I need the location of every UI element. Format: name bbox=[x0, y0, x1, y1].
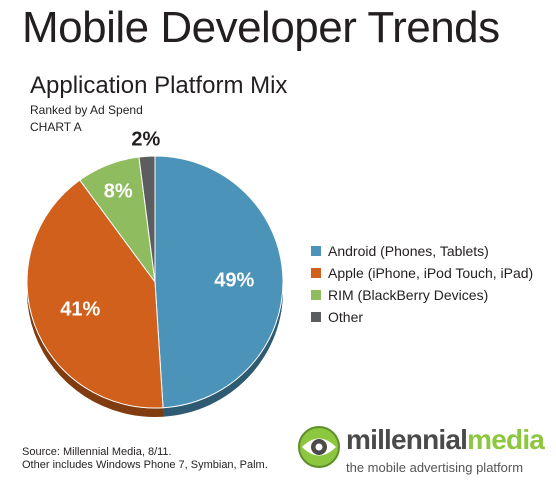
legend-label: Apple (iPhone, iPod Touch, iPad) bbox=[328, 265, 534, 281]
source-line: Source: Millennial Media, 8/11. bbox=[22, 446, 172, 458]
legend: Android (Phones, Tablets) Apple (iPhone, … bbox=[311, 240, 533, 328]
logo-word-millennial: millennial bbox=[346, 424, 468, 455]
millennial-media-logo: millennialmedia the mobile advertising p… bbox=[296, 422, 550, 486]
pie-slice-other bbox=[138, 155, 156, 283]
logo-tagline: the mobile advertising platform bbox=[346, 460, 524, 475]
data-label: 49% bbox=[214, 270, 254, 292]
logo-wordmark: millennialmedia bbox=[346, 424, 545, 455]
logo-word-media: media bbox=[467, 424, 545, 455]
legend-item: Apple (iPhone, iPod Touch, iPad) bbox=[311, 262, 533, 284]
pie-data-labels: 49% 41% 8% 2% bbox=[60, 129, 254, 321]
legend-item: RIM (BlackBerry Devices) bbox=[311, 284, 533, 306]
pie-slices bbox=[26, 155, 284, 409]
legend-swatch bbox=[311, 246, 321, 256]
data-label: 8% bbox=[104, 181, 133, 203]
legend-swatch bbox=[311, 268, 321, 278]
legend-label: RIM (BlackBerry Devices) bbox=[328, 287, 489, 303]
chart-subtitle: Application Platform Mix bbox=[30, 72, 288, 99]
data-label: 41% bbox=[60, 299, 100, 321]
legend-swatch bbox=[311, 290, 321, 300]
other-note-line: Other includes Windows Phone 7, Symbian,… bbox=[22, 459, 268, 471]
source-note: Source: Millennial Media, 8/11. Other in… bbox=[22, 446, 268, 472]
legend-label: Android (Phones, Tablets) bbox=[328, 243, 489, 259]
pie-slice-android bbox=[154, 155, 284, 409]
legend-item: Other bbox=[311, 306, 533, 328]
chart-title: Mobile Developer Trends bbox=[22, 3, 500, 52]
legend-swatch bbox=[311, 312, 321, 322]
chart-identifier: CHART A bbox=[30, 120, 82, 134]
eye-logo-icon bbox=[298, 426, 340, 468]
legend-item: Android (Phones, Tablets) bbox=[311, 240, 533, 262]
ranking-note: Ranked by Ad Spend bbox=[30, 103, 143, 117]
legend-label: Other bbox=[328, 309, 364, 325]
pie-slice-apple bbox=[26, 179, 164, 409]
data-label: 2% bbox=[131, 129, 160, 151]
